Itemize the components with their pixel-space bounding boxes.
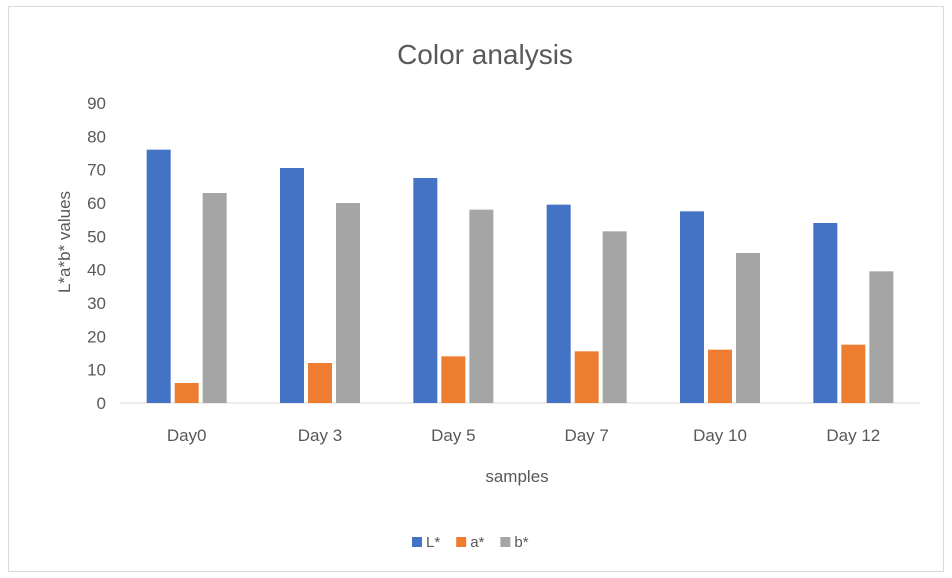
legend-label: L* <box>426 534 440 551</box>
bar-astar-day10 <box>708 349 732 403</box>
bar-bstar-day12 <box>869 271 894 403</box>
bar-Lstar-day3 <box>280 168 304 403</box>
legend: L* a* b* <box>412 534 529 551</box>
bar-Lstar-day0 <box>146 149 171 403</box>
bar-bstar-day5 <box>469 209 494 403</box>
y-tick-label: 80 <box>87 127 106 146</box>
legend-swatch <box>412 537 422 547</box>
legend-label: b* <box>514 534 528 551</box>
bar-astar-day0 <box>174 383 199 403</box>
x-tick-label: Day 5 <box>431 426 475 445</box>
bar-astar-day7 <box>574 351 599 403</box>
bar-Lstar-day10 <box>680 211 704 403</box>
x-tick-label: Day 12 <box>826 426 880 445</box>
y-tick-label: 60 <box>87 194 106 213</box>
bar-bstar-day3 <box>336 203 360 403</box>
y-axis-ticks: 0 10 20 30 40 50 60 70 80 90 <box>87 94 106 413</box>
bars <box>146 149 894 403</box>
x-tick-label: Day 3 <box>298 426 342 445</box>
bar-bstar-day7 <box>602 231 627 403</box>
y-tick-label: 70 <box>87 161 106 180</box>
x-tick-label: Day0 <box>167 426 207 445</box>
bar-bstar-day0 <box>202 193 227 403</box>
y-tick-label: 0 <box>97 394 106 413</box>
x-tick-label: Day 7 <box>564 426 608 445</box>
bar-astar-day3 <box>308 363 332 403</box>
legend-swatch <box>500 537 511 547</box>
bar-bstar-day10 <box>736 253 760 403</box>
y-tick-label: 50 <box>87 227 106 246</box>
y-tick-label: 40 <box>87 261 106 280</box>
bar-astar-day5 <box>441 356 466 403</box>
y-axis-title: L*a*b* values <box>55 191 74 293</box>
chart-title: Color analysis <box>397 39 573 70</box>
y-tick-label: 30 <box>87 294 106 313</box>
bar-Lstar-day12 <box>813 223 838 403</box>
bar-Lstar-day5 <box>413 178 438 403</box>
x-axis-ticks: Day0 Day 3 Day 5 Day 7 Day 10 Day 12 <box>167 426 880 445</box>
legend-label: a* <box>470 534 484 551</box>
y-tick-label: 10 <box>87 361 106 380</box>
bar-astar-day12 <box>841 344 866 403</box>
y-tick-label: 90 <box>87 94 106 113</box>
y-tick-label: 20 <box>87 327 106 346</box>
x-axis-title: samples <box>485 467 548 486</box>
legend-swatch <box>456 537 467 547</box>
x-tick-label: Day 10 <box>693 426 747 445</box>
bar-Lstar-day7 <box>546 204 571 403</box>
